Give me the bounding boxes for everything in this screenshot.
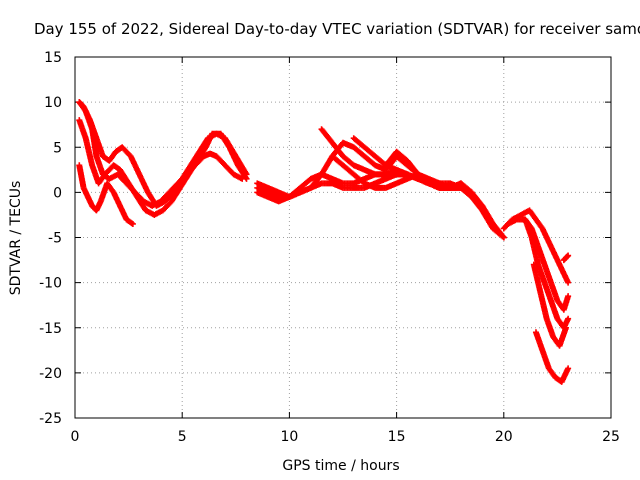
x-tick-label: 20 xyxy=(495,429,513,445)
data-point xyxy=(499,233,506,240)
y-tick-label: -15 xyxy=(39,321,62,337)
series-track-14 xyxy=(522,216,572,331)
chart-title: Day 155 of 2022, Sidereal Day-to-day VTE… xyxy=(34,20,640,38)
series-track-11 xyxy=(382,148,443,191)
data-point xyxy=(243,171,250,178)
data-point xyxy=(129,220,136,227)
y-tick-label: -5 xyxy=(48,231,62,247)
series-track-15 xyxy=(530,261,569,349)
series-track-17 xyxy=(560,252,572,264)
data-point xyxy=(565,315,572,322)
data-points xyxy=(76,99,572,385)
y-tick-label: -25 xyxy=(39,411,62,427)
x-tick-label: 25 xyxy=(602,429,620,445)
x-tick-label: 5 xyxy=(178,429,187,445)
series-track-4 xyxy=(76,162,136,227)
series-track-7 xyxy=(254,153,464,200)
y-tick-label: -10 xyxy=(39,276,62,292)
y-tick-label: 0 xyxy=(53,185,62,201)
y-tick-label: 5 xyxy=(53,140,62,156)
y-tick-label: -20 xyxy=(39,366,62,382)
data-point xyxy=(500,234,507,241)
grid xyxy=(75,57,611,418)
data-point xyxy=(565,365,572,372)
plot-frame xyxy=(74,56,612,419)
x-tick-label: 0 xyxy=(71,429,80,445)
x-tick-label: 15 xyxy=(388,429,406,445)
x-axis-label: GPS time / hours xyxy=(282,458,399,474)
data-point xyxy=(436,184,443,191)
y-axis-label: SDTVAR / TECUs xyxy=(8,181,24,296)
y-tick-label: 10 xyxy=(44,95,62,111)
y-tick-label: 15 xyxy=(44,50,62,66)
data-point xyxy=(562,324,569,331)
data-point xyxy=(565,293,572,300)
series-track-3 xyxy=(76,99,250,209)
data-point xyxy=(565,252,572,259)
x-tick-label: 10 xyxy=(280,429,298,445)
data-point xyxy=(565,279,572,286)
series-track-16 xyxy=(532,329,572,385)
